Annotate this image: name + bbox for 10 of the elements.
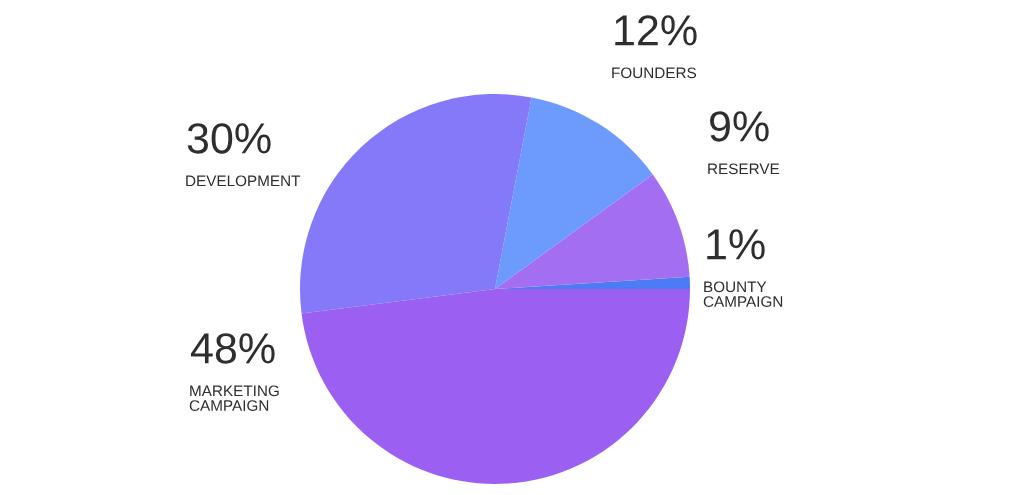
data-label: 30%	[187, 123, 271, 154]
data-label: 12%	[615, 15, 697, 46]
data-label: 9%	[710, 111, 769, 142]
data-label: 1%	[707, 229, 765, 260]
slice-label: RESERVE	[708, 163, 780, 175]
data-label: 48%	[190, 333, 275, 364]
slice-label: DEVELOPMENT	[186, 175, 301, 187]
slice-label: BOUNTY CAMPAIGN	[703, 281, 783, 308]
slice-label: MARKETING CAMPAIGN	[189, 385, 279, 412]
slice-label: FOUNDERS	[612, 67, 697, 79]
